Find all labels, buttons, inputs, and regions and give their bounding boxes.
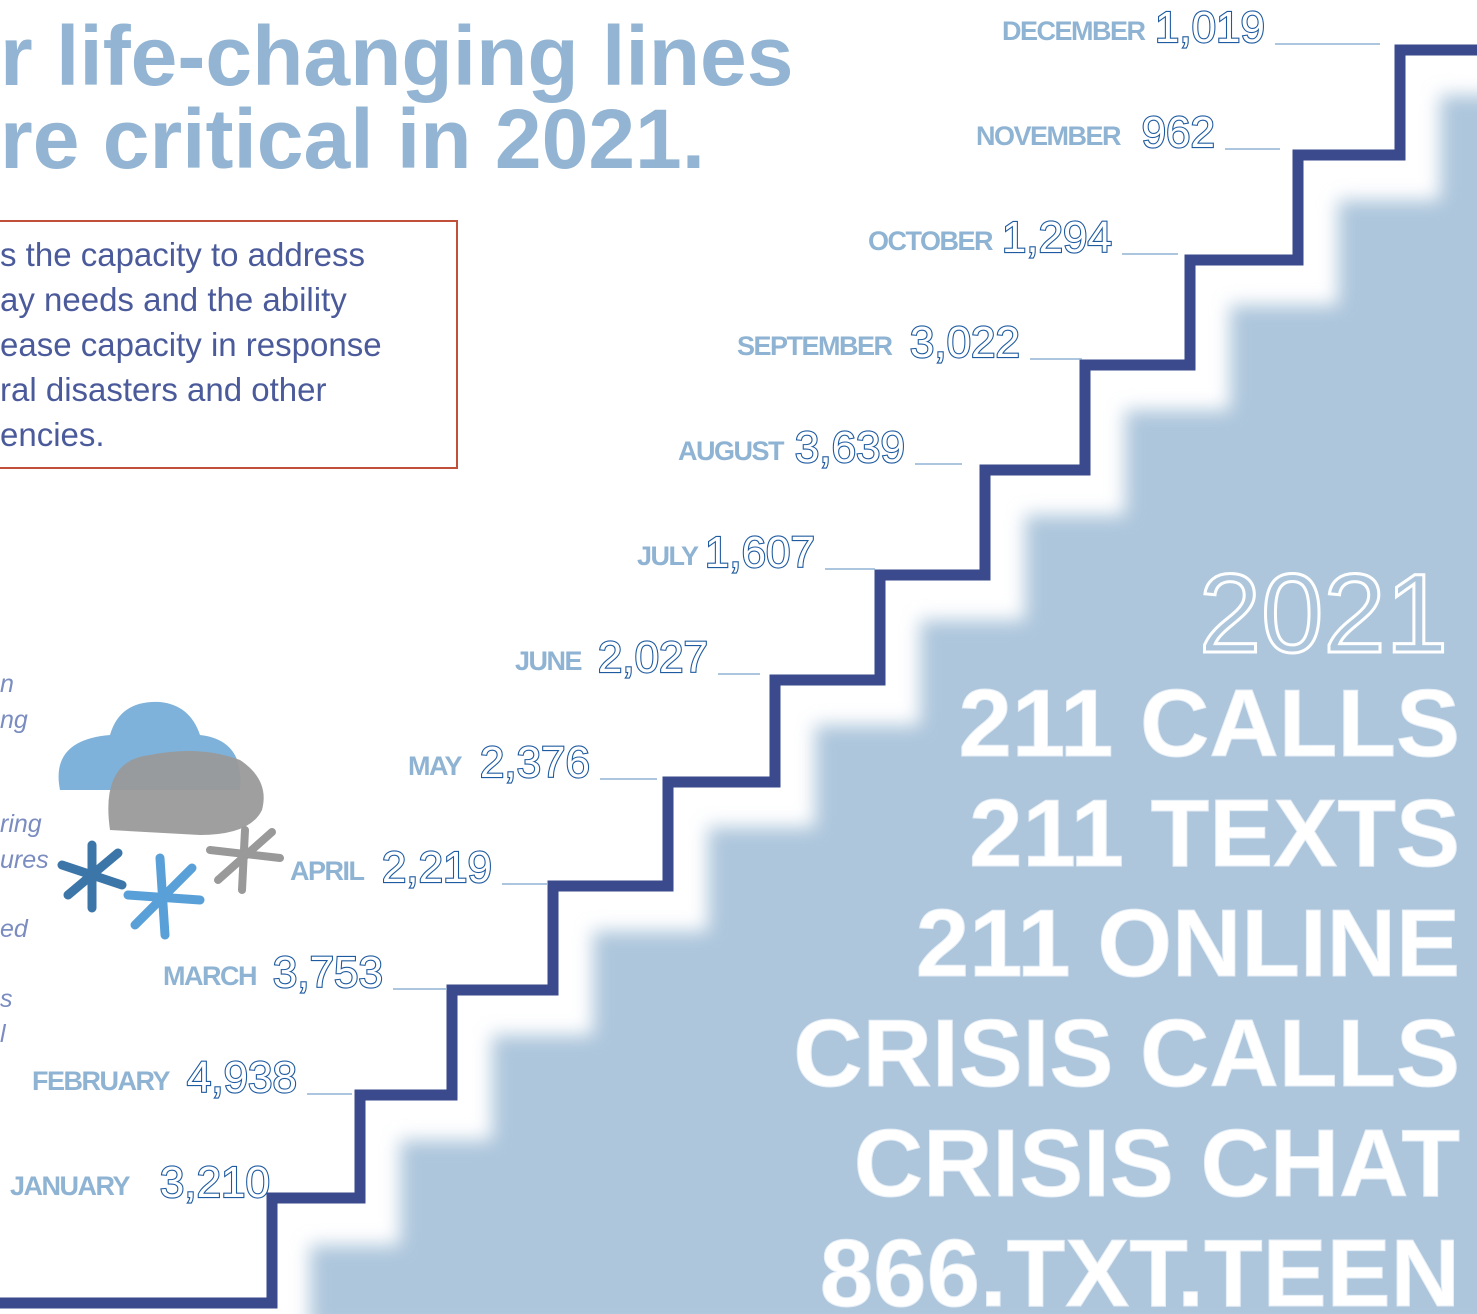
month-value: 3,210 bbox=[160, 1158, 270, 1207]
month-label: JUNE bbox=[515, 646, 582, 676]
month-label: OCTOBER bbox=[868, 226, 993, 256]
highlight-line: 866.TXT.TEEN bbox=[820, 1220, 1460, 1314]
side-note: l bbox=[0, 1020, 7, 1048]
side-note: s bbox=[0, 985, 13, 1013]
month-label: NOVEMBER bbox=[976, 121, 1121, 151]
highlight-line: CRISIS CALLS bbox=[793, 1000, 1460, 1107]
month-label: FEBRUARY bbox=[32, 1066, 170, 1096]
title-line: re critical in 2021. bbox=[0, 92, 705, 186]
infographic: r life-changing linesre critical in 2021… bbox=[0, 0, 1477, 1314]
month-value: 1,019 bbox=[1155, 3, 1265, 52]
highlight-line: 211 TEXTS bbox=[969, 780, 1460, 887]
month-label: JULY bbox=[637, 541, 699, 571]
side-note: ng bbox=[0, 706, 28, 734]
side-note: ed bbox=[0, 915, 29, 943]
month-label: MARCH bbox=[163, 961, 256, 991]
highlight-year: 2021 bbox=[1199, 551, 1448, 676]
month-value: 4,938 bbox=[187, 1053, 297, 1102]
month-value: 3,753 bbox=[273, 948, 383, 997]
month-label: DECEMBER bbox=[1002, 16, 1146, 46]
highlight-line: 211 CALLS bbox=[958, 670, 1460, 777]
month-value: 3,639 bbox=[795, 423, 905, 472]
month-label: JANUARY bbox=[10, 1171, 131, 1201]
month-value: 2,027 bbox=[598, 633, 708, 682]
month-label: APRIL bbox=[290, 856, 365, 886]
side-note: ures bbox=[0, 846, 49, 874]
month-label: AUGUST bbox=[678, 436, 785, 466]
weather-icon bbox=[59, 702, 280, 935]
month-value: 2,219 bbox=[382, 843, 492, 892]
description-line: encies. bbox=[0, 416, 105, 453]
side-note: ring bbox=[0, 810, 42, 838]
title-line: r life-changing lines bbox=[0, 9, 793, 103]
month-value: 2,376 bbox=[480, 738, 590, 787]
month-label: MAY bbox=[408, 751, 463, 781]
side-note: n bbox=[0, 670, 14, 698]
month-label: SEPTEMBER bbox=[737, 331, 893, 361]
description-line: ral disasters and other bbox=[0, 371, 327, 408]
description-line: ease capacity in response bbox=[0, 326, 382, 363]
description-line: ay needs and the ability bbox=[0, 281, 347, 318]
month-value: 1,294 bbox=[1002, 213, 1112, 262]
month-value: 1,607 bbox=[705, 528, 815, 577]
highlight-line: CRISIS CHAT bbox=[854, 1110, 1460, 1217]
month-value: 962 bbox=[1142, 108, 1215, 157]
highlight-line: 211 ONLINE bbox=[916, 890, 1460, 997]
month-value: 3,022 bbox=[910, 318, 1020, 367]
description-line: s the capacity to address bbox=[0, 236, 365, 273]
